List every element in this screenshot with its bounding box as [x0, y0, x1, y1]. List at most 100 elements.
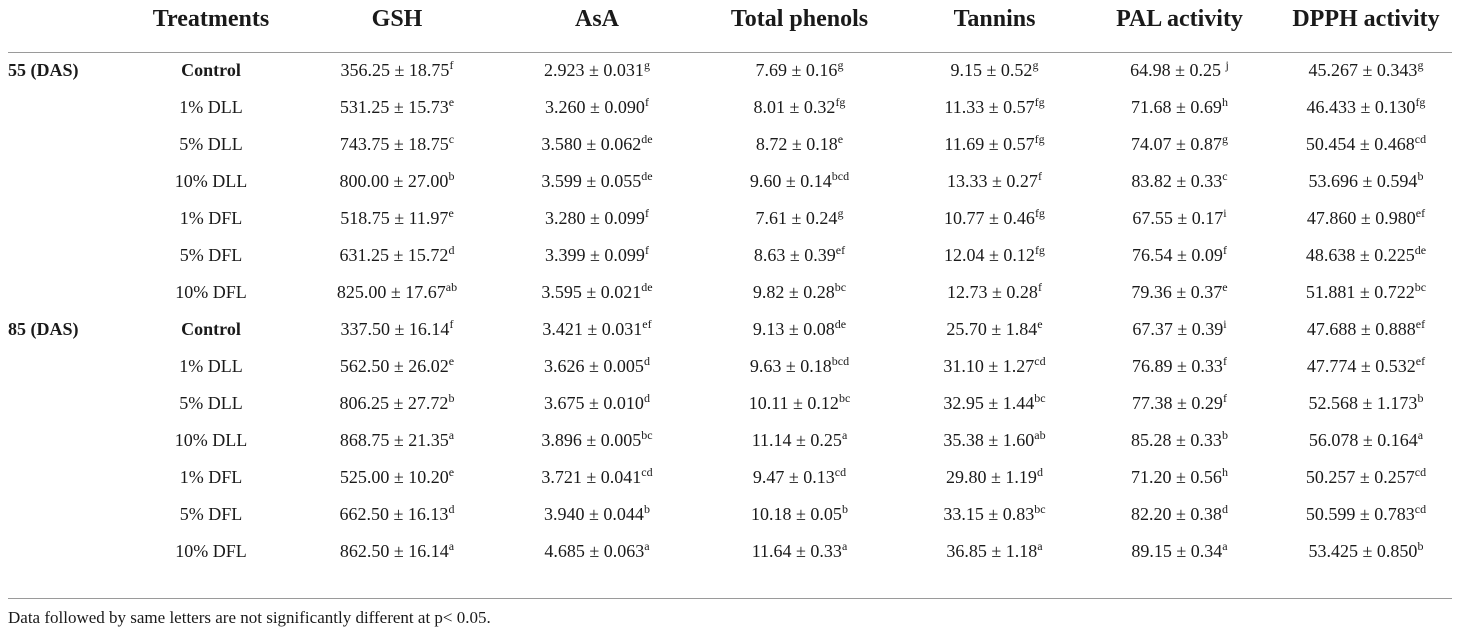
value: 562.50 ± 26.02	[339, 356, 449, 376]
dpph-activity-cell: 46.433 ± 0.130fg	[1272, 89, 1460, 126]
dpph-activity-cell: 47.774 ± 0.532ef	[1272, 348, 1460, 385]
tannins-cell: 25.70 ± 1.84e	[902, 311, 1087, 348]
significance-letter: g	[1417, 58, 1424, 72]
dpph-activity-cell: 53.696 ± 0.594b	[1272, 163, 1460, 200]
value: 800.00 ± 27.00	[339, 171, 449, 191]
pal-activity-cell: 82.20 ± 0.38d	[1087, 496, 1272, 533]
total-phenols-cell: 10.18 ± 0.05b	[697, 496, 902, 533]
significance-letter: d	[448, 243, 455, 257]
significance-letter: f	[644, 206, 649, 220]
group-label	[0, 422, 125, 459]
significance-letter: f	[1037, 280, 1042, 294]
value: 32.95 ± 1.44	[943, 393, 1035, 413]
value: 337.50 ± 16.14	[340, 319, 450, 339]
table-row: 1% DFL 525.00 ± 10.20e 3.721 ± 0.041cd 9.47…	[0, 459, 1460, 496]
gsh-cell: 531.25 ± 15.73e	[297, 89, 497, 126]
significance-letter: i	[1223, 206, 1227, 220]
significance-letter: bc	[1034, 391, 1046, 405]
value: 3.595 ± 0.021	[541, 282, 642, 302]
value: 743.75 ± 18.75	[339, 134, 449, 154]
significance-letter: e	[448, 354, 455, 368]
value: 11.14 ± 0.25	[751, 430, 842, 450]
gsh-cell: 518.75 ± 11.97e	[297, 200, 497, 237]
value: 83.82 ± 0.33	[1131, 171, 1223, 191]
value: 9.82 ± 0.28	[752, 282, 835, 302]
dpph-activity-cell: 47.688 ± 0.888ef	[1272, 311, 1460, 348]
gsh-cell: 662.50 ± 16.13d	[297, 496, 497, 533]
significance-letter: h	[1221, 95, 1228, 109]
treatment-cell: 10% DFL	[175, 282, 247, 302]
value: 74.07 ± 0.87	[1131, 134, 1222, 154]
tannins-cell: 33.15 ± 0.83bc	[902, 496, 1087, 533]
significance-letter: b	[1417, 391, 1424, 405]
significance-letter: a	[644, 539, 650, 553]
value: 662.50 ± 16.13	[339, 504, 449, 524]
table-row: 5% DFL 631.25 ± 15.72d 3.399 ± 0.099f 8.63 …	[0, 237, 1460, 274]
significance-letter: f	[449, 58, 454, 72]
gsh-cell: 862.50 ± 16.14a	[297, 533, 497, 570]
group-label	[0, 496, 125, 533]
dpph-activity-cell: 50.454 ± 0.468cd	[1272, 126, 1460, 163]
significance-letter: cd	[1414, 132, 1427, 146]
table-row: 55 (DAS) Control 356.25 ± 18.75f 2.923 ± 0.…	[0, 50, 1460, 89]
significance-letter: cd	[1414, 502, 1427, 516]
significance-letter: bcd	[831, 354, 850, 368]
treatment-cell: Control	[181, 319, 241, 339]
value: 8.63 ± 0.39	[753, 245, 836, 265]
asa-cell: 3.280 ± 0.099f	[497, 200, 697, 237]
significance-letter: de	[641, 280, 653, 294]
asa-cell: 3.260 ± 0.090f	[497, 89, 697, 126]
significance-letter: d	[1221, 502, 1228, 516]
tannins-cell: 12.04 ± 0.12fg	[902, 237, 1087, 274]
value: 35.38 ± 1.60	[943, 430, 1035, 450]
value: 4.685 ± 0.063	[544, 541, 645, 561]
significance-letter: f	[449, 317, 454, 331]
tannins-cell: 31.10 ± 1.27cd	[902, 348, 1087, 385]
value: 46.433 ± 0.130	[1306, 97, 1416, 117]
total-phenols-cell: 10.11 ± 0.12bc	[697, 385, 902, 422]
dpph-activity-cell: 56.078 ± 0.164a	[1272, 422, 1460, 459]
treatment-cell: 10% DLL	[174, 171, 248, 191]
tannins-cell: 13.33 ± 0.27f	[902, 163, 1087, 200]
value: 9.60 ± 0.14	[749, 171, 832, 191]
gsh-cell: 743.75 ± 18.75c	[297, 126, 497, 163]
value: 71.68 ± 0.69	[1131, 97, 1222, 117]
significance-letter: e	[448, 465, 455, 479]
value: 85.28 ± 0.33	[1131, 430, 1222, 450]
asa-cell: 2.923 ± 0.031g	[497, 50, 697, 89]
significance-letter: e	[837, 132, 844, 146]
header-tannins: Tannins	[953, 6, 1036, 32]
gsh-cell: 356.25 ± 18.75f	[297, 50, 497, 89]
value: 518.75 ± 11.97	[340, 208, 449, 228]
tannins-cell: 10.77 ± 0.46fg	[902, 200, 1087, 237]
dpph-activity-cell: 51.881 ± 0.722bc	[1272, 274, 1460, 311]
header-gsh: GSH	[371, 6, 423, 32]
significance-letter: ef	[1415, 206, 1426, 220]
value: 47.774 ± 0.532	[1306, 356, 1416, 376]
significance-letter: d	[643, 354, 650, 368]
table-row: 1% DLL 531.25 ± 15.73e 3.260 ± 0.090f 8.01 …	[0, 89, 1460, 126]
significance-letter: fg	[1034, 132, 1045, 146]
group-label	[0, 126, 125, 163]
pal-activity-cell: 67.37 ± 0.39i	[1087, 311, 1272, 348]
value: 11.69 ± 0.57	[944, 134, 1035, 154]
value: 29.80 ± 1.19	[946, 467, 1037, 487]
asa-cell: 3.940 ± 0.044b	[497, 496, 697, 533]
value: 12.73 ± 0.28	[947, 282, 1038, 302]
total-phenols-cell: 7.69 ± 0.16g	[697, 50, 902, 89]
group-label	[0, 533, 125, 570]
value: 82.20 ± 0.38	[1131, 504, 1222, 524]
value: 525.00 ± 10.20	[339, 467, 449, 487]
table-row: 10% DLL 868.75 ± 21.35a 3.896 ± 0.005bc 11.…	[0, 422, 1460, 459]
value: 3.675 ± 0.010	[544, 393, 644, 413]
value: 825.00 ± 17.67	[336, 282, 446, 302]
pal-activity-cell: 67.55 ± 0.17i	[1087, 200, 1272, 237]
tannins-cell: 11.69 ± 0.57fg	[902, 126, 1087, 163]
asa-cell: 4.685 ± 0.063a	[497, 533, 697, 570]
value: 868.75 ± 21.35	[339, 430, 449, 450]
value: 56.078 ± 0.164	[1308, 430, 1418, 450]
pal-activity-cell: 77.38 ± 0.29f	[1087, 385, 1272, 422]
significance-letter: ef	[1415, 317, 1426, 331]
value: 89.15 ± 0.34	[1131, 541, 1223, 561]
gsh-cell: 825.00 ± 17.67ab	[297, 274, 497, 311]
